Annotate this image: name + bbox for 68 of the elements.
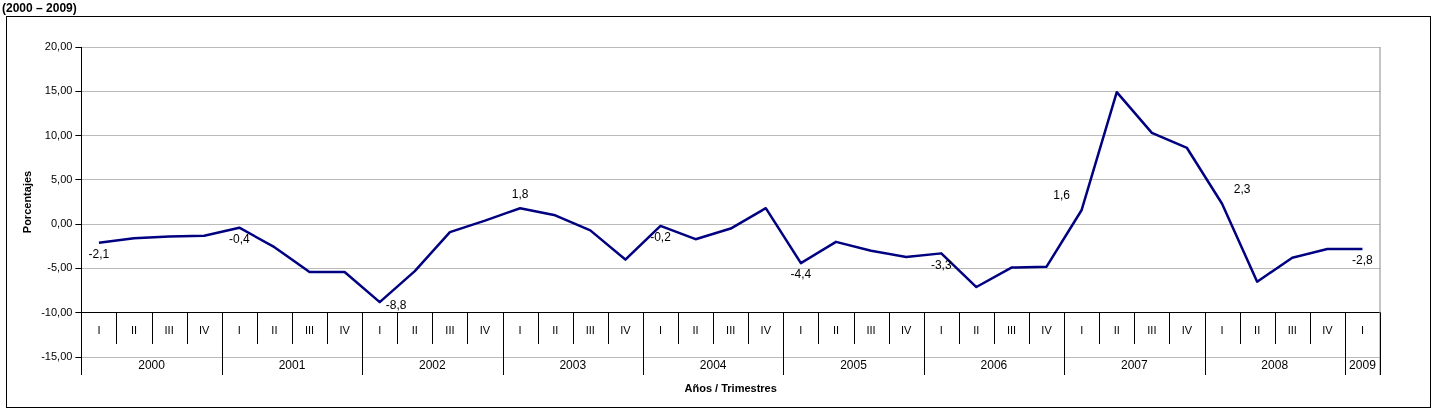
x-tick-label: II [832, 324, 840, 337]
y-tick-label: 15,00 [44, 84, 73, 97]
data-label: 2,3 [1233, 182, 1251, 197]
x-tick-label: IV [900, 324, 913, 337]
x-tick-label: I [518, 324, 522, 337]
text: 2000 [138, 358, 166, 373]
x-tick-label: I [1080, 324, 1084, 337]
text: 2002 [419, 358, 447, 373]
x-tick-label: II [1254, 324, 1261, 337]
data-label: 1,6 [1053, 188, 1071, 203]
x-tick-label: III [304, 324, 315, 337]
data-label: -0,4 [228, 232, 250, 246]
x-tick-label: II [271, 324, 278, 337]
data-label: -3,3 [930, 257, 952, 272]
x-tick-label: IV [479, 324, 491, 337]
x-tick-label: II [552, 324, 559, 337]
x-tick-label: IV [760, 324, 772, 337]
x-tick-label: III [1006, 324, 1017, 337]
x-tick-label: II [973, 324, 980, 337]
chart-title: (2000 – 2009) [1, 0, 78, 16]
x-tick-label: III [585, 324, 595, 337]
data-label: -2,8 [1352, 253, 1374, 268]
x-tick-label: III [164, 324, 174, 337]
y-tick-label: 5,00 [50, 172, 73, 185]
y-tick-label: 20,00 [44, 40, 73, 53]
text: 2001 [278, 358, 306, 373]
data-label: -2,1 [88, 247, 110, 262]
x-tick-label: IV [1322, 324, 1334, 337]
x-axis-title: Años / Trimestres [684, 382, 777, 395]
y-tick-label: 10,00 [44, 128, 73, 141]
x-tick-label: I [799, 324, 803, 337]
y-tick-label: -5,00 [47, 261, 73, 274]
text: 2008 [1261, 358, 1289, 373]
x-tick-label: I [237, 324, 241, 337]
x-tick-label: II [411, 324, 418, 337]
x-tick-label: I [97, 324, 101, 337]
y-tick-label: -10,00 [41, 305, 73, 318]
x-tick-label: IV [620, 324, 632, 337]
x-tick-label: IV [1041, 324, 1053, 337]
x-tick-label: III [726, 324, 736, 337]
data-label: -4,4 [790, 267, 812, 282]
x-tick-label: IV [1181, 324, 1193, 337]
data-label: -8,8 [385, 298, 407, 313]
x-tick-label: IV [339, 324, 351, 337]
text: 2009 [1349, 358, 1377, 373]
data-label: -0,2 [650, 230, 672, 245]
y-axis-title: Porcentajes [20, 170, 33, 234]
x-tick-label: II [692, 324, 699, 337]
y-tick-label: 0,00 [50, 217, 73, 230]
text: 2006 [980, 358, 1008, 373]
x-tick-label: II [1113, 324, 1120, 337]
x-tick-label: IV [199, 324, 211, 337]
y-tick-label: -15,00 [41, 350, 73, 363]
text: 2007 [1120, 358, 1148, 373]
x-tick-label: III [445, 324, 455, 337]
x-tick-label: I [939, 324, 943, 337]
text: 2005 [840, 358, 868, 373]
x-tick-label: I [378, 324, 382, 337]
x-tick-label: III [1147, 324, 1157, 337]
x-tick-label: III [1287, 324, 1297, 337]
x-tick-label: II [130, 324, 138, 337]
x-tick-label: I [658, 324, 663, 337]
x-tick-label: III [866, 324, 876, 337]
x-tick-label: I [1220, 324, 1224, 337]
text: 2004 [699, 358, 727, 373]
text: 2003 [559, 358, 587, 373]
data-label: 1,8 [511, 186, 529, 201]
x-tick-label: I [1360, 324, 1364, 337]
